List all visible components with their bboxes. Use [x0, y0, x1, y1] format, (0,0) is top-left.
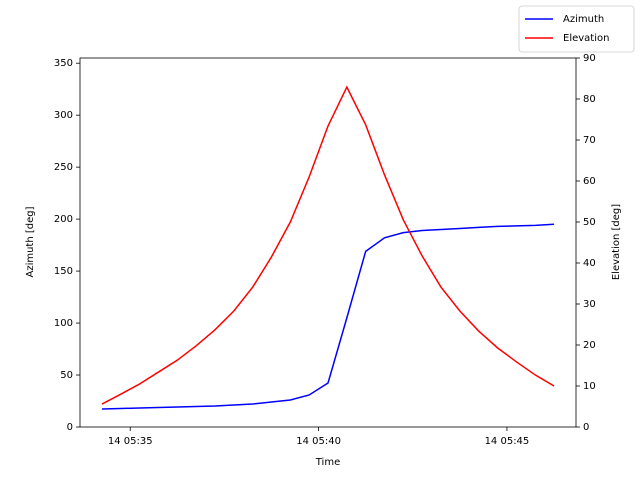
x-axis-label: Time: [315, 457, 340, 468]
y-tick-label: 300: [54, 110, 73, 121]
x-tick-label: 14 05:35: [108, 436, 153, 447]
x-tick-label: 14 05:40: [296, 436, 341, 447]
y-tick-label: 150: [54, 266, 73, 277]
y-tick-label: 0: [67, 422, 73, 433]
legend-box: [518, 5, 635, 53]
y-tick-label: 200: [54, 214, 73, 225]
y2-tick-label: 50: [583, 217, 596, 228]
y2-tick-label: 70: [583, 135, 596, 146]
plot-frame: [79, 57, 577, 428]
y2-tick-label: 40: [583, 258, 596, 269]
y-tick-label: 50: [60, 370, 73, 381]
y2-tick-label: 80: [583, 94, 596, 105]
series-line: [101, 85, 555, 405]
y2-tick-label: 90: [583, 53, 596, 64]
y-tick-label: 100: [54, 318, 73, 329]
y-tick-label: 350: [54, 58, 73, 69]
series-line: [101, 223, 555, 410]
y2-axis-label: Elevation [deg]: [611, 204, 622, 280]
legend-label: Azimuth: [563, 14, 604, 25]
y-axis-label: Azimuth [deg]: [25, 206, 36, 277]
y2-tick-label: 30: [583, 299, 596, 310]
y2-tick-label: 20: [583, 340, 596, 351]
y2-tick-label: 10: [583, 381, 596, 392]
legend-label: Elevation: [563, 33, 609, 44]
x-tick-label: 14 05:45: [485, 436, 530, 447]
y-tick-label: 250: [54, 162, 73, 173]
y2-tick-label: 60: [583, 176, 596, 187]
y2-tick-label: 0: [583, 422, 589, 433]
